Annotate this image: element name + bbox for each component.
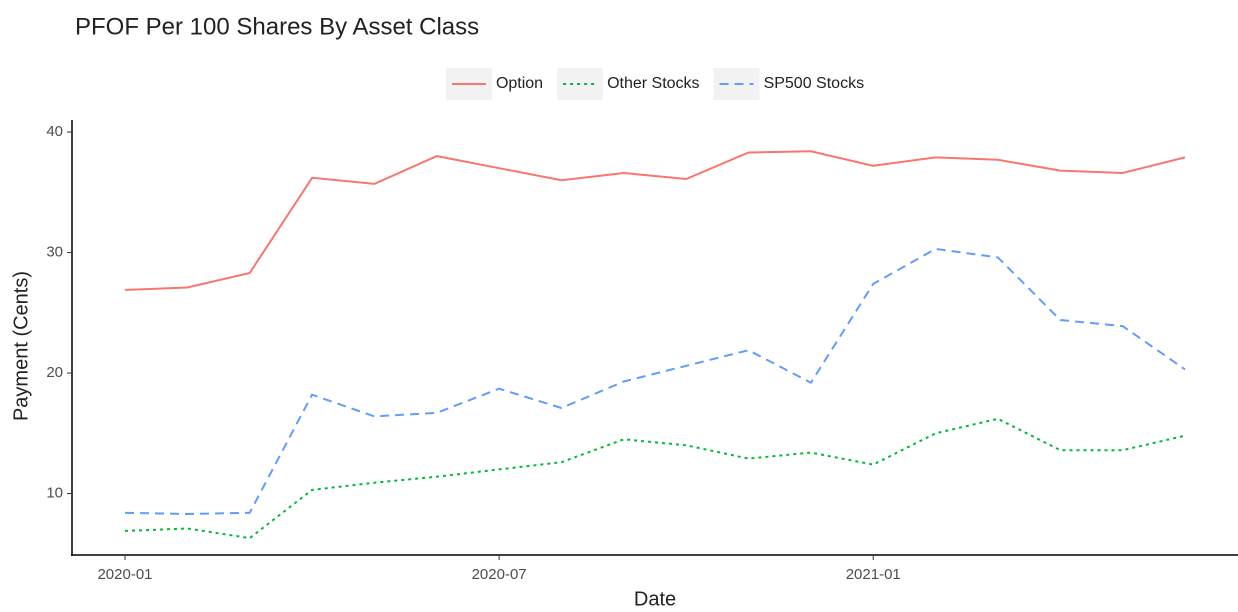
y-tick-label: 40	[46, 123, 63, 140]
x-tick-label: 2020-01	[97, 566, 152, 583]
chart-title: PFOF Per 100 Shares By Asset Class	[75, 13, 479, 40]
y-tick-label: 30	[46, 244, 63, 261]
series-line	[124, 150, 1186, 291]
y-axis-label: Payment (Cents)	[10, 271, 32, 421]
x-tick-label: 2020-07	[472, 566, 527, 583]
x-axis-label: Date	[634, 588, 676, 610]
series-line	[124, 247, 1186, 516]
legend-label: SP500 Stocks	[764, 75, 865, 92]
legend-label: Other Stocks	[607, 75, 699, 92]
legend-label: Option	[496, 75, 543, 92]
legend: Option Other Stocks SP500 Stocks	[445, 68, 865, 100]
series-line	[124, 417, 1186, 540]
x-tick-label: 2021-01	[846, 566, 901, 583]
y-tick-label: 20	[46, 364, 63, 381]
y-tick-label: 10	[46, 485, 63, 502]
